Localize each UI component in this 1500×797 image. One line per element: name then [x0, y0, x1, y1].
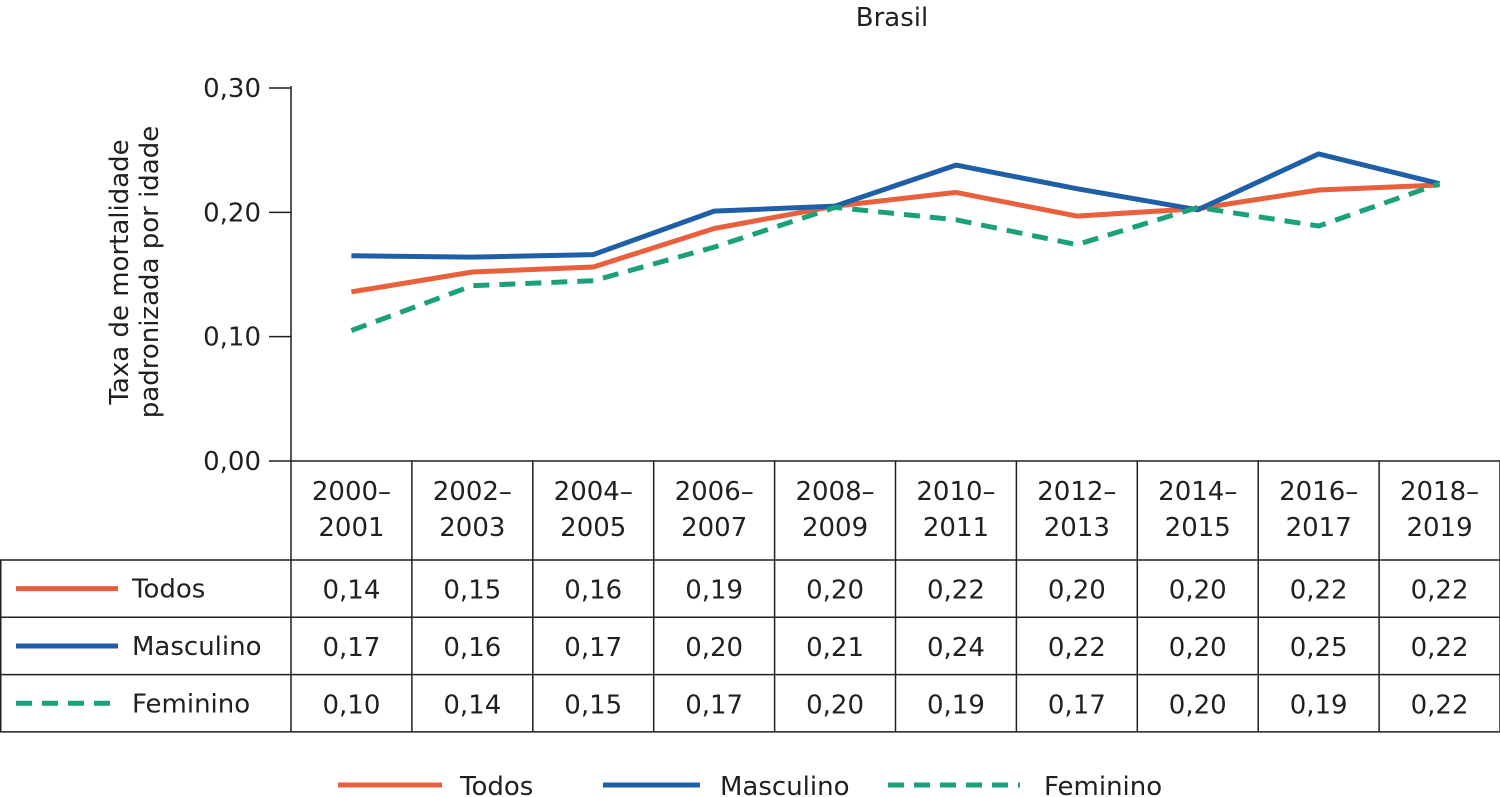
table-row-label: Todos — [131, 575, 205, 605]
x-tick-label: 2016– — [1279, 477, 1358, 507]
legend: Todos Masculino Feminino — [338, 772, 1162, 797]
series-lines — [350, 151, 1441, 333]
x-tick-label: 2004– — [554, 477, 633, 507]
data-label: 0,17 — [323, 633, 381, 663]
data-label: 0,24 — [927, 633, 985, 663]
y-tick-label: 0,10 — [203, 323, 261, 353]
data-label: 0,20 — [806, 576, 864, 606]
x-tick-label: 2002– — [433, 477, 512, 507]
x-tick-label: 2001 — [318, 513, 384, 543]
data-label: 0,15 — [564, 690, 622, 720]
x-tick-label: 2006– — [675, 477, 754, 507]
data-label: 0,20 — [1169, 633, 1227, 663]
x-tick-label: 2012– — [1037, 477, 1116, 507]
data-label: 0,17 — [685, 690, 743, 720]
data-label: 0,22 — [1048, 633, 1106, 663]
data-label: 0,22 — [1411, 576, 1469, 606]
data-label: 0,19 — [1290, 690, 1348, 720]
data-label: 0,10 — [323, 690, 381, 720]
series-line-masculino — [351, 151, 1441, 260]
data-label: 0,14 — [323, 576, 381, 606]
data-label: 0,22 — [1411, 633, 1469, 663]
data-label: 0,20 — [1169, 576, 1227, 606]
data-label: 0,22 — [1411, 690, 1469, 720]
data-label: 0,14 — [443, 690, 501, 720]
x-tick-label: 2017 — [1286, 513, 1352, 543]
x-tick-label: 2003 — [439, 513, 505, 543]
data-label: 0,20 — [1169, 690, 1227, 720]
data-label: 0,22 — [927, 576, 985, 606]
x-tick-label: 2019 — [1406, 513, 1472, 543]
data-label: 0,16 — [564, 576, 622, 606]
data-label: 0,20 — [1048, 576, 1106, 606]
y-tick-label: 0,20 — [203, 198, 261, 228]
legend-label-feminino: Feminino — [1044, 772, 1162, 797]
data-label: 0,21 — [806, 633, 864, 663]
y-axis-label-line-2: padronizada por idade — [135, 126, 165, 418]
data-label: 0,17 — [1048, 690, 1106, 720]
chart-title: Brasil — [856, 3, 928, 33]
data-label: 0,19 — [685, 576, 743, 606]
data-table: 2000– 2001 2002– 2003 2004– 2005 2006– 2007 2008… — [0, 460, 1500, 733]
data-label: 0,17 — [564, 633, 622, 663]
series-line-feminino — [350, 181, 1441, 333]
data-label: 0,25 — [1290, 633, 1348, 663]
y-tick-label: 0,00 — [203, 447, 261, 477]
y-axis-label-line-1: Taxa de mortalidade — [105, 139, 135, 405]
x-tick-label: 2000– — [312, 477, 391, 507]
x-tick-label: 2005 — [560, 513, 626, 543]
x-tick-label: 2007 — [681, 513, 747, 543]
data-label: 0,19 — [927, 690, 985, 720]
x-tick-label: 2018– — [1400, 477, 1479, 507]
table-row-label: Masculino — [132, 632, 262, 662]
series-line-todos — [350, 182, 1440, 295]
data-label: 0,20 — [806, 690, 864, 720]
x-tick-label: 2011 — [923, 513, 989, 543]
y-tick-label: 0,30 — [203, 74, 261, 104]
axes: 0,00 0,10 0,20 0,30 — [203, 74, 292, 477]
x-tick-label: 2010– — [916, 477, 995, 507]
data-label: 0,22 — [1290, 576, 1348, 606]
x-tick-label: 2013 — [1044, 513, 1110, 543]
legend-label-masculino: Masculino — [720, 772, 850, 797]
data-label: 0,15 — [443, 576, 501, 606]
data-label: 0,16 — [443, 633, 501, 663]
x-tick-label: 2014– — [1158, 477, 1237, 507]
x-tick-label: 2008– — [795, 477, 874, 507]
y-axis-label: Taxa de mortalidade padronizada por idad… — [105, 126, 165, 418]
x-tick-label: 2009 — [802, 513, 868, 543]
data-label: 0,20 — [685, 633, 743, 663]
legend-label-todos: Todos — [459, 772, 533, 797]
table-row-label: Feminino — [132, 689, 250, 719]
x-tick-label: 2015 — [1165, 513, 1231, 543]
